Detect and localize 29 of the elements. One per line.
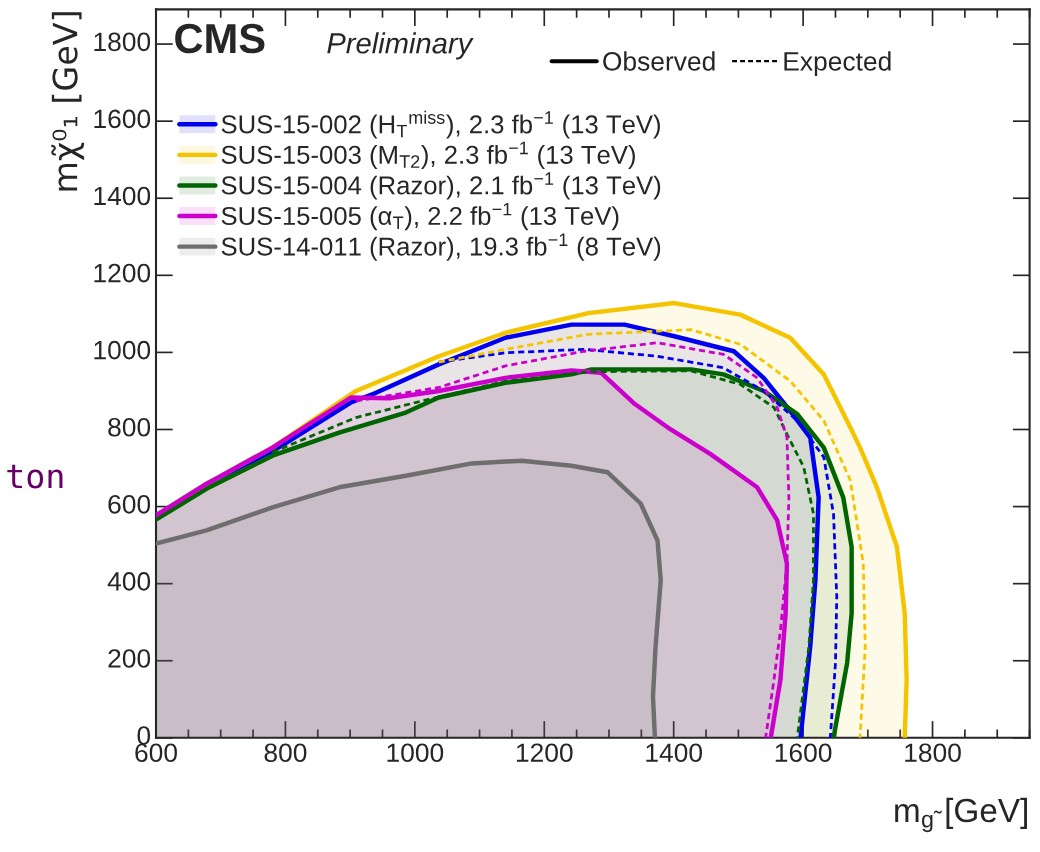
legend-label: SUS-15-002 (H$_{T}$$^{miss}$), 2.3 fb$^{−1}$ (13 TeV) (221, 110, 660, 139)
y-tick-label: 1800 (94, 32, 151, 52)
x-tick-label: 1400 (646, 743, 703, 763)
y-tick-label: 1200 (94, 263, 151, 283)
y-tick-label: 1400 (94, 186, 151, 206)
x-tick-label: 1600 (775, 743, 832, 763)
annotation: Expected (784, 51, 891, 76)
y-tick-label: 0 (137, 726, 151, 745)
legend-label: SUS-15-005 (α$_{T}$), 2.2 fb$^{−1}$ (13 TeV) (221, 202, 619, 231)
y-tick-label: 600 (108, 494, 151, 514)
annotation: Preliminary (327, 32, 474, 60)
x-tick-label: 1000 (387, 743, 444, 763)
x-axis-title: m$_{g̃}$[GeV] (895, 797, 1027, 833)
annotation: CMS (175, 23, 265, 54)
y-tick-label: 1000 (94, 340, 151, 360)
text: ton (7, 464, 63, 489)
y-tick-label: 1600 (94, 109, 151, 129)
y-tick-label: 200 (108, 649, 151, 668)
x-tick-label: 1800 (905, 743, 961, 763)
legend-label: SUS-15-003 (M$_{T2}$), 2.3 fb$^{−1}$ (13 TeV) (221, 141, 635, 169)
annotation: Observed (603, 51, 715, 71)
legend-label: SUS-15-004 (Razor), 2.1 fb$^{−1}$ (13 TeV) (221, 172, 661, 200)
x-tick-label: 600 (135, 743, 177, 763)
y-tick-label: 800 (108, 417, 151, 437)
y-tick-label: 400 (107, 572, 151, 591)
legend-label: SUS-14-011 (Razor), 19.3 fb$^{−1}$ (8 TeV) (221, 233, 661, 261)
x-tick-label: 1200 (516, 743, 573, 763)
x-tick-label: 800 (264, 743, 307, 763)
y-axis-title: mχ̃⁰₁ [GeV] (51, 12, 85, 191)
